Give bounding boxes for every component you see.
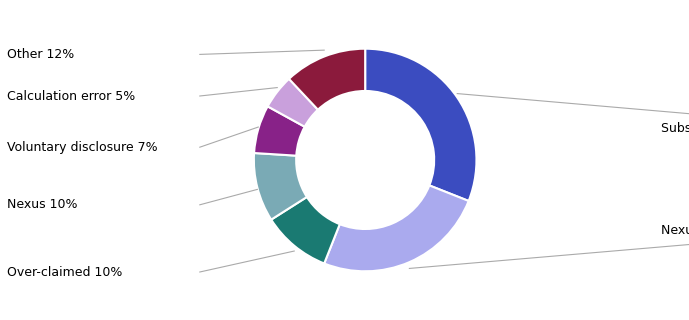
Text: Nexus and substantiation 25%: Nexus and substantiation 25% bbox=[661, 224, 689, 237]
Text: Voluntary disclosure 7%: Voluntary disclosure 7% bbox=[7, 141, 158, 154]
Wedge shape bbox=[365, 49, 477, 201]
Text: Substantiation 31%: Substantiation 31% bbox=[661, 122, 689, 134]
Text: Calculation error 5%: Calculation error 5% bbox=[7, 90, 135, 102]
Text: Nexus 10%: Nexus 10% bbox=[7, 198, 77, 211]
Wedge shape bbox=[325, 185, 469, 271]
Wedge shape bbox=[254, 153, 307, 220]
Wedge shape bbox=[267, 79, 318, 127]
Wedge shape bbox=[271, 197, 340, 263]
Wedge shape bbox=[254, 106, 305, 156]
Text: Other 12%: Other 12% bbox=[7, 48, 74, 61]
Wedge shape bbox=[289, 49, 365, 110]
Text: Over-claimed 10%: Over-claimed 10% bbox=[7, 266, 122, 278]
